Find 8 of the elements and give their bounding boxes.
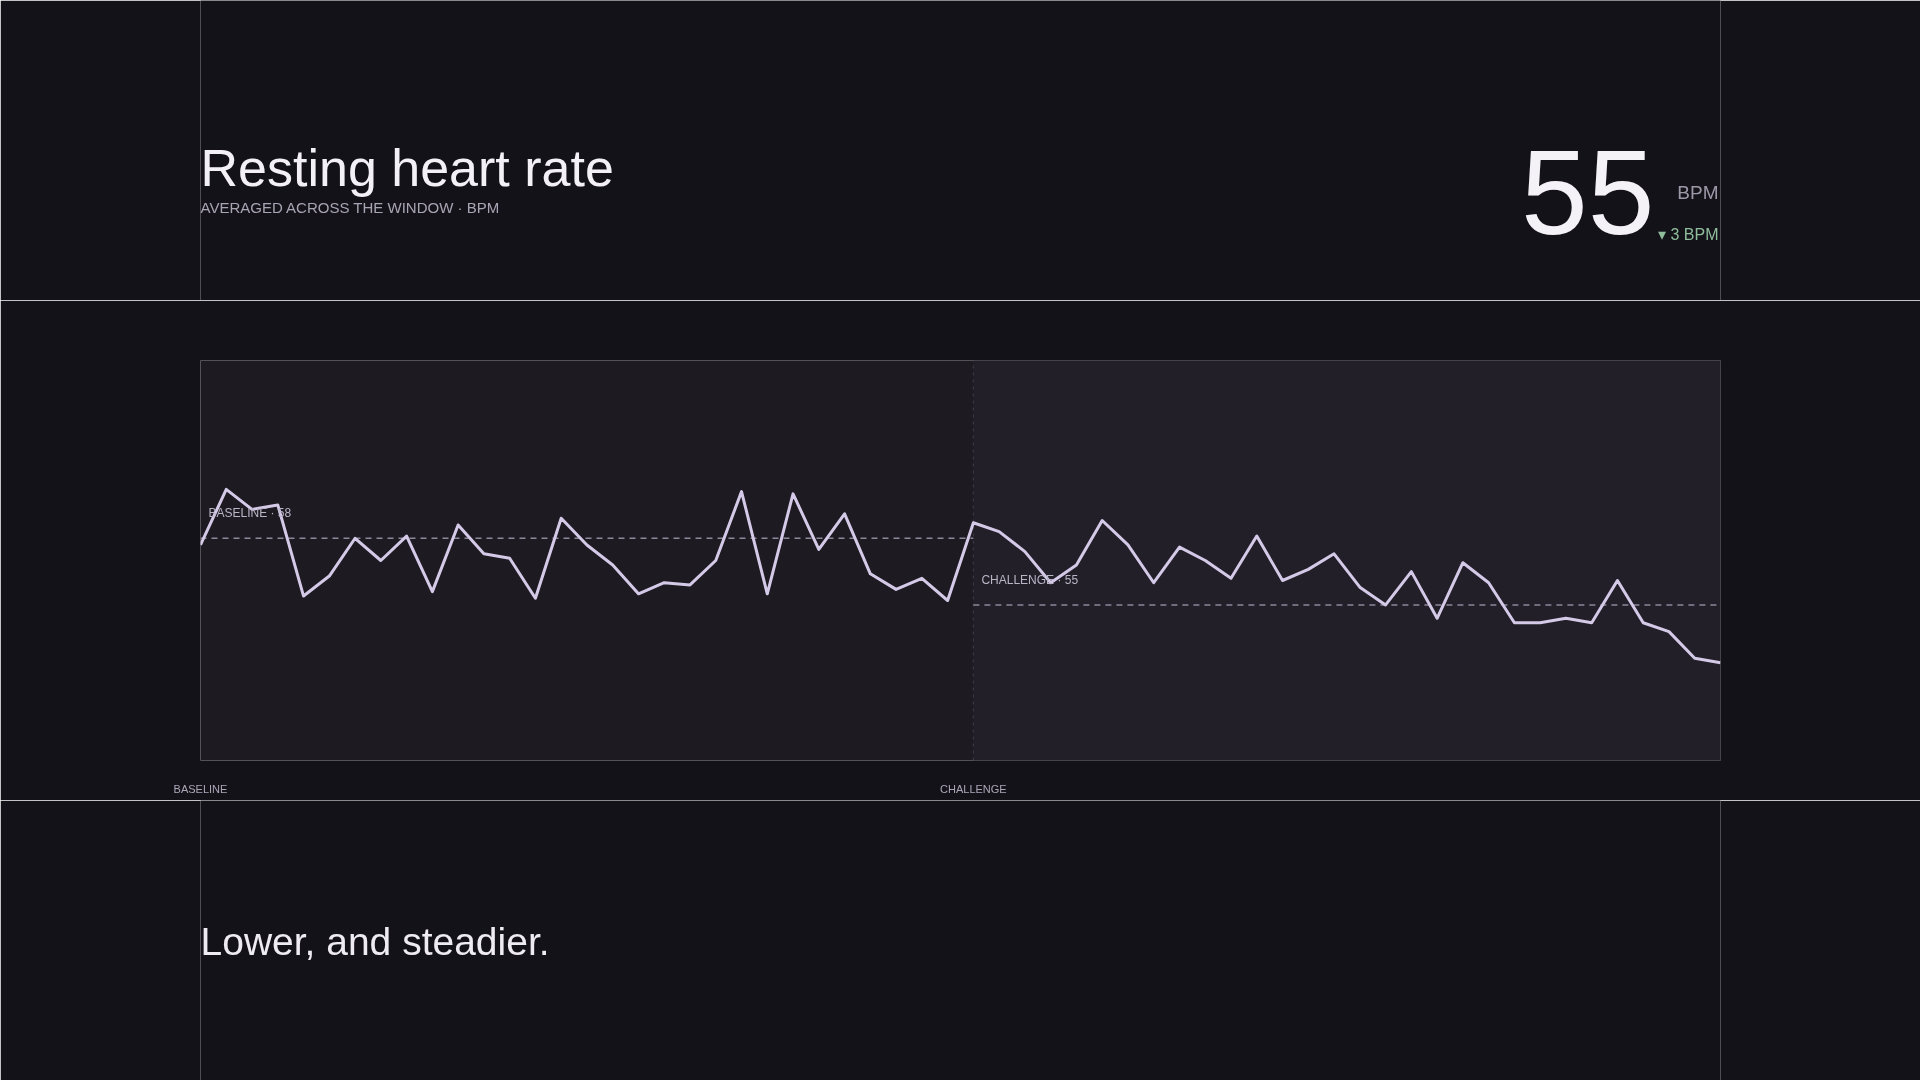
x-tick-label: CHALLENGE: [940, 782, 1007, 795]
text: Lower, and steadier.: [200, 920, 550, 963]
x-tick-label: BASELINE: [173, 782, 228, 795]
text: ▾ 3 BPM: [1658, 226, 1719, 243]
text: 55: [1521, 125, 1655, 259]
chart-subtitle: AVERAGED ACROSS THE WINDOW · BPM: [200, 199, 500, 216]
chart-title: Resting heart rate: [200, 138, 614, 197]
text: BPM: [1677, 182, 1719, 203]
